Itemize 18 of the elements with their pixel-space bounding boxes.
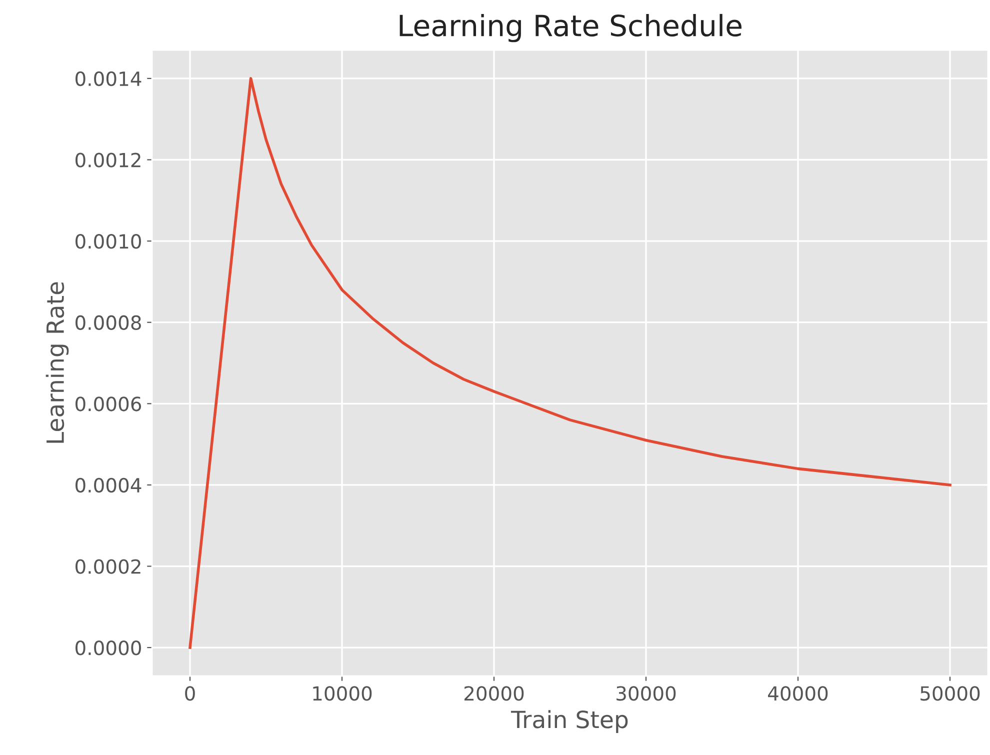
line-series	[188, 77, 952, 649]
y-tick-label: 0.0002	[76, 559, 140, 574]
y-tick-label: 0.0008	[76, 315, 141, 330]
y-tick-label: 0.0010	[76, 234, 141, 249]
x-axis-title: Train Step	[510, 710, 628, 733]
y-tick-label: 0.0004	[76, 478, 142, 493]
y-tick-label: 0.0014	[76, 71, 142, 86]
y-tick-label: 0.0006	[76, 396, 142, 412]
y-tick-label: 0.0012	[76, 152, 140, 168]
x-tick-label: 40000	[768, 686, 828, 701]
y-tick-label: 0.0000	[76, 640, 141, 656]
x-tick-label: 50000	[920, 686, 980, 701]
chart-title: Learning Rate Schedule	[400, 14, 742, 42]
x-tick-label: 20000	[464, 686, 524, 701]
y-axis-title: Learning Rate	[46, 282, 69, 443]
x-tick-label: 10000	[313, 686, 372, 701]
x-tick-label: 0	[185, 686, 195, 701]
x-tick-label: 30000	[616, 686, 676, 701]
